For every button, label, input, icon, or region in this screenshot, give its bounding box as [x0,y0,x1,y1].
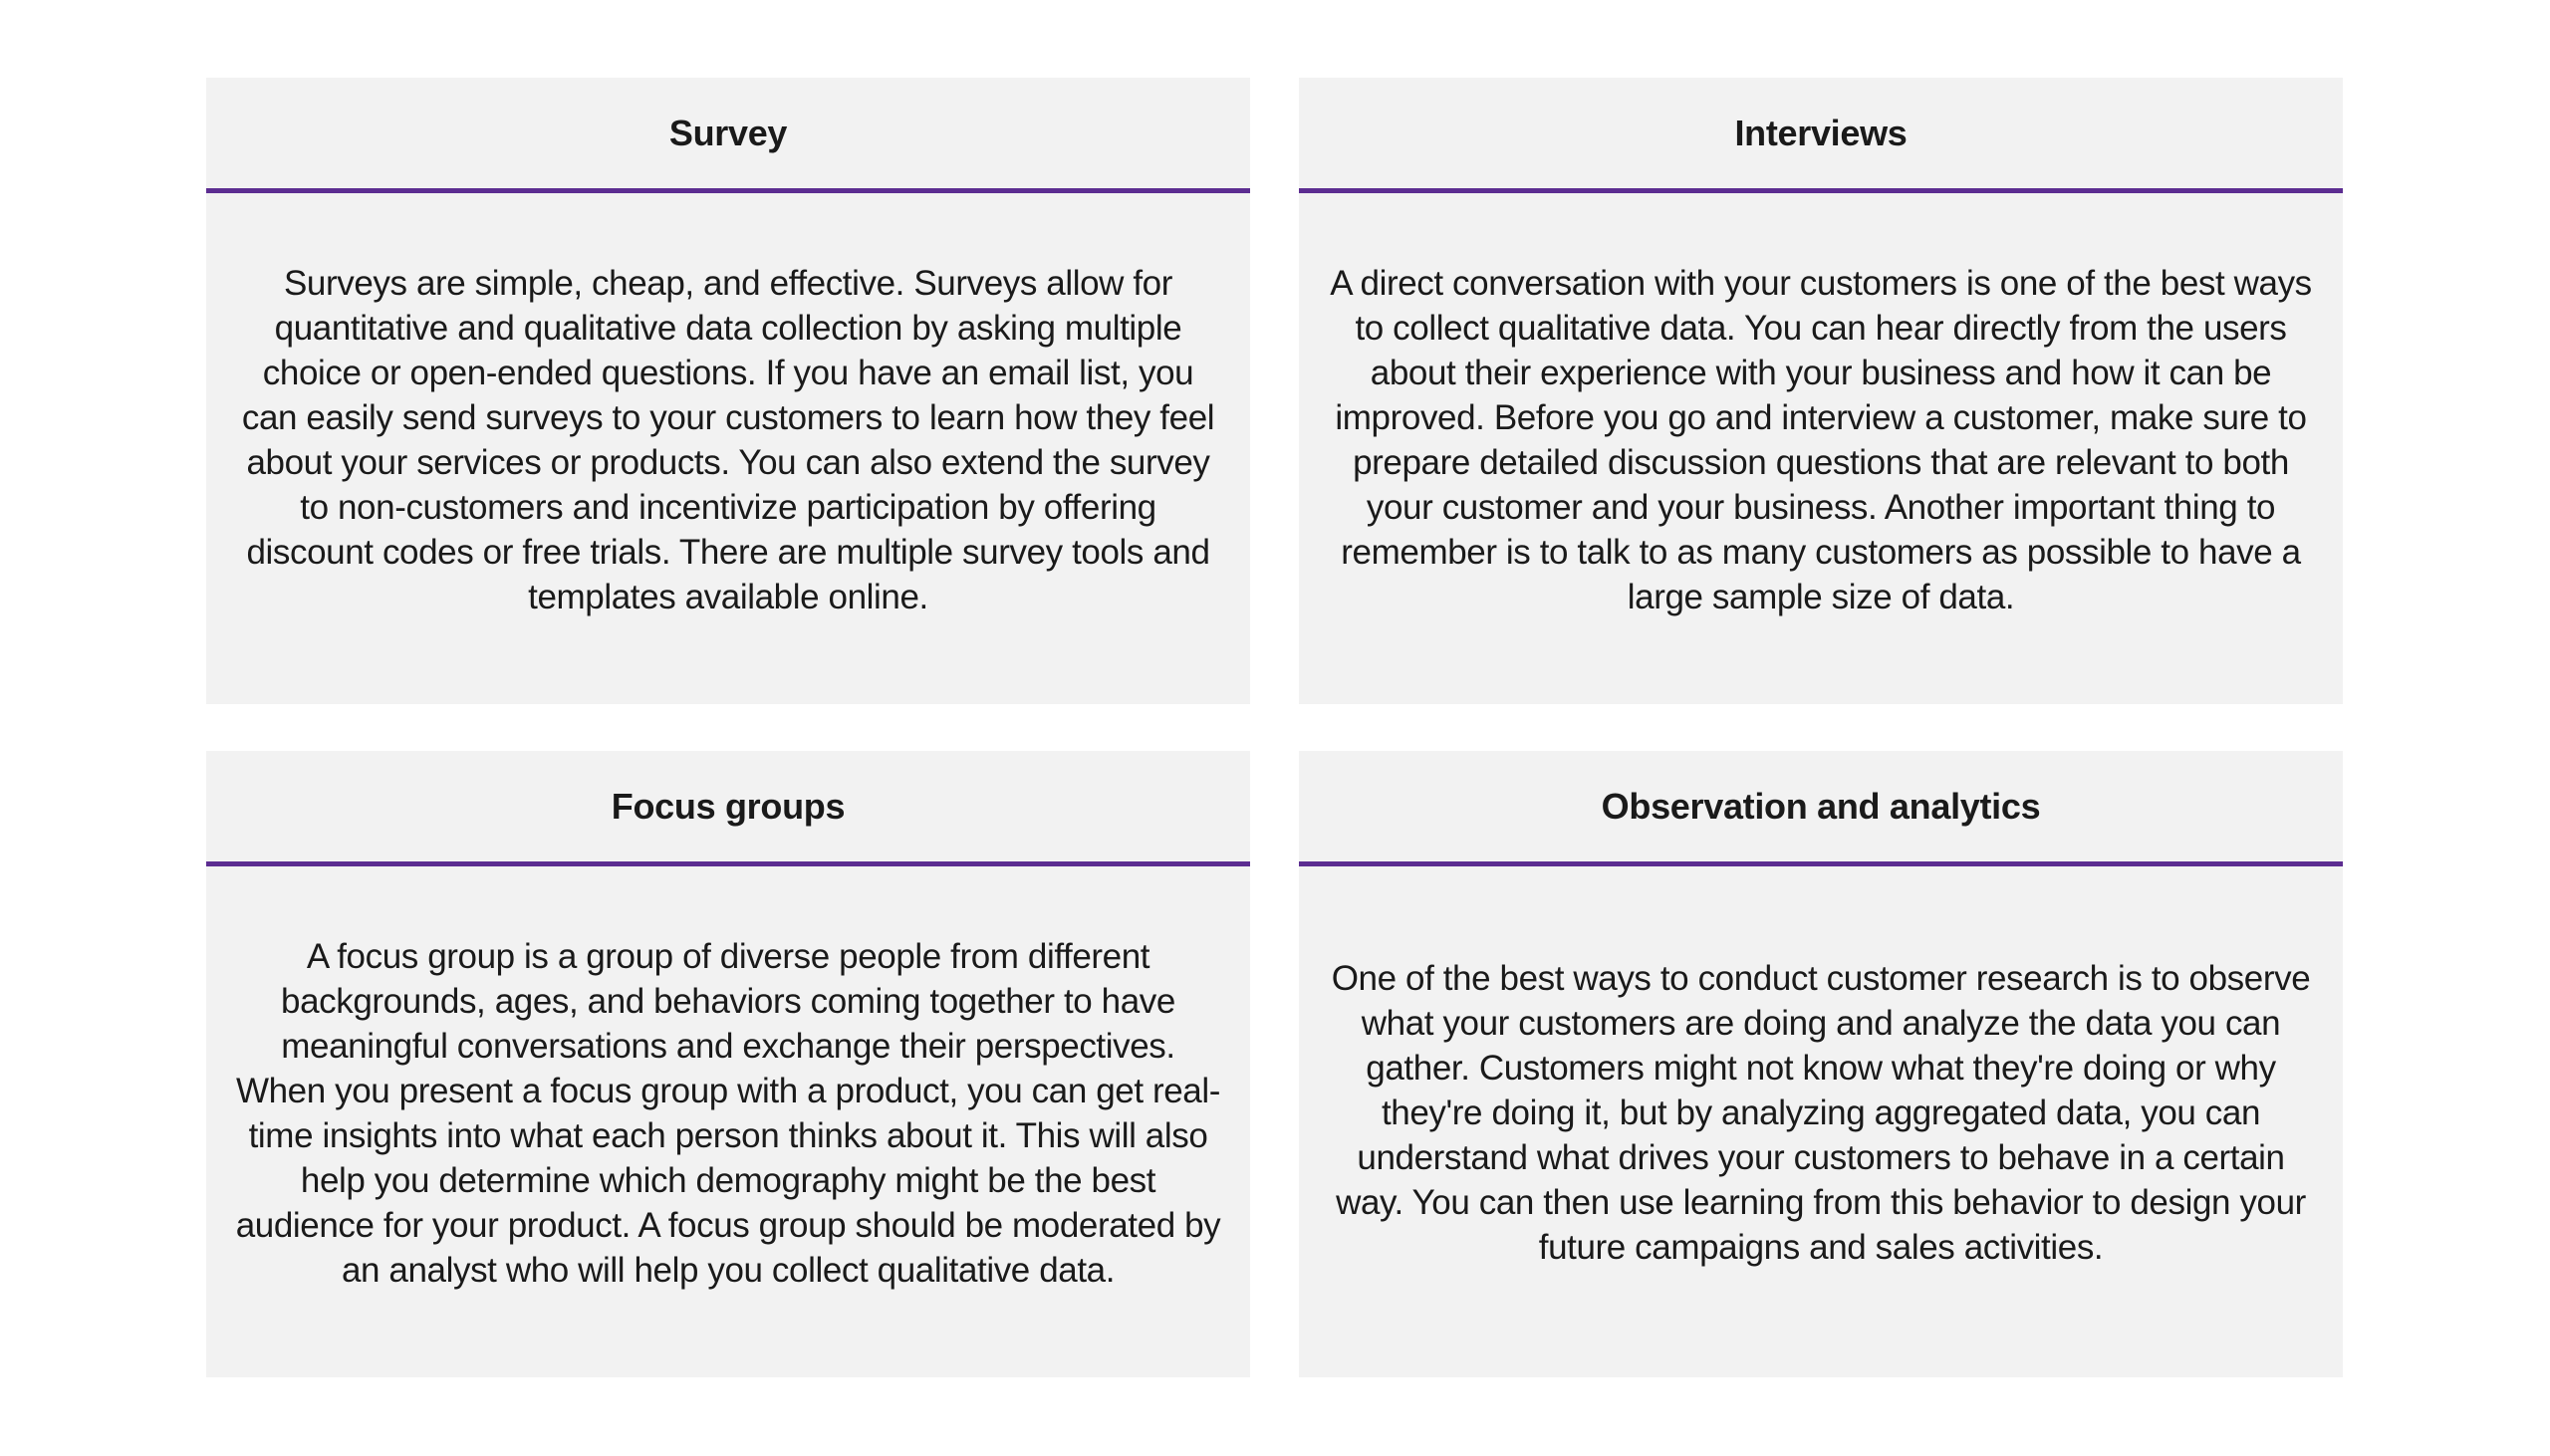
card-title: Focus groups [611,785,846,827]
card-title: Survey [668,112,788,153]
card-body: A direct conversation with your customer… [1299,193,2343,704]
card-text: A direct conversation with your customer… [1330,263,2312,616]
card-body: A focus group is a group of diverse peop… [206,866,1250,1377]
card-header: Survey [206,78,1250,193]
card-title: Interviews [1734,112,1908,153]
card-header: Interviews [1299,78,2343,193]
card-survey: Survey Surveys are simple, cheap, and ef… [206,78,1250,704]
card-text: Surveys are simple, cheap, and effective… [241,263,1215,616]
card-text: One of the best ways to conduct customer… [1331,959,2311,1267]
card-observation-analytics: Observation and analytics One of the bes… [1299,751,2343,1377]
card-header: Observation and analytics [1299,751,2343,866]
card-interviews: Interviews A direct conversation with yo… [1299,78,2343,704]
card-header: Focus groups [206,751,1250,866]
card-text: A focus group is a group of diverse peop… [235,936,1221,1290]
card-body: One of the best ways to conduct customer… [1299,866,2343,1377]
card-title: Observation and analytics [1601,785,2041,827]
card-focus-groups: Focus groups A focus group is a group of… [206,751,1250,1377]
card-body: Surveys are simple, cheap, and effective… [206,193,1250,704]
